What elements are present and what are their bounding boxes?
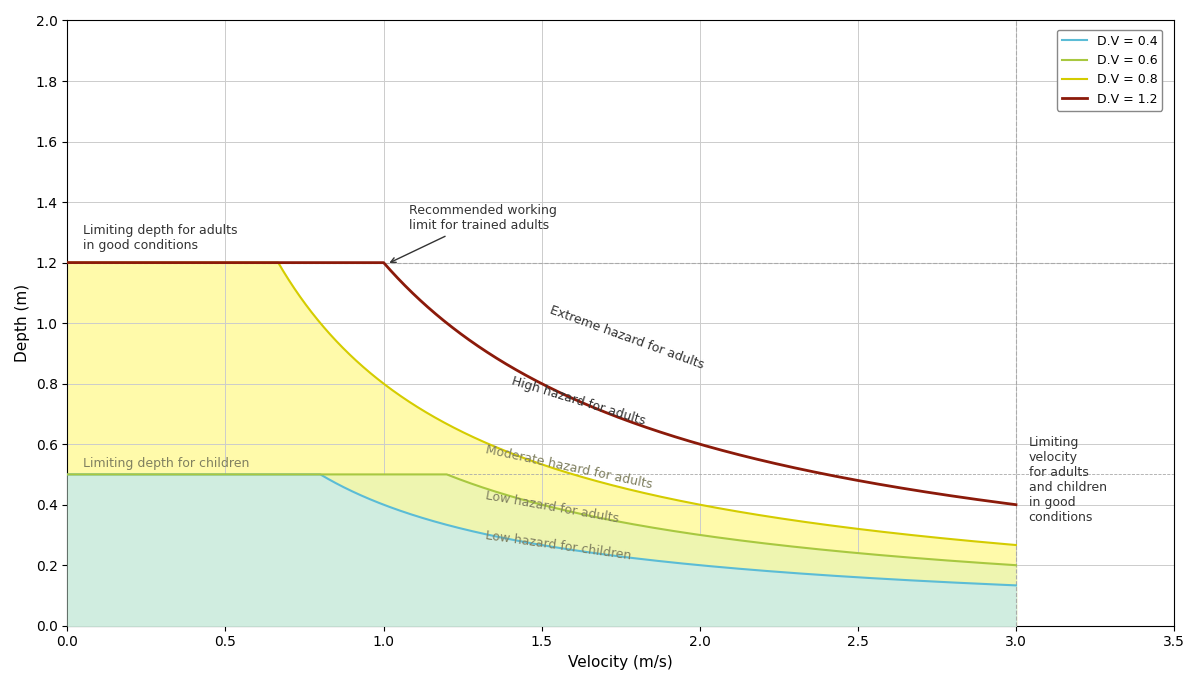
D.V = 1.2 [1009, 501, 1024, 509]
D.V = 0.4 [982, 580, 996, 588]
Y-axis label: Depth (m): Depth (m) [16, 284, 30, 362]
Line: D.V = 0.8: D.V = 0.8 [67, 262, 1016, 545]
D.V = 0.8 [60, 258, 74, 266]
D.V = 1.2 [497, 358, 511, 366]
Text: Limiting depth for children: Limiting depth for children [83, 457, 250, 470]
Text: Limiting
velocity
for adults
and children
in good
conditions: Limiting velocity for adults and childre… [1028, 436, 1106, 525]
D.V = 0.6 [60, 471, 74, 479]
D.V = 0.6 [497, 490, 511, 498]
D.V = 0.8 [522, 456, 536, 464]
Text: Low hazard for adults: Low hazard for adults [485, 490, 620, 526]
D.V = 0.6 [1009, 561, 1024, 569]
D.V = 0.8 [497, 446, 511, 454]
D.V = 0.4 [497, 534, 511, 542]
Text: Limiting depth for adults
in good conditions: Limiting depth for adults in good condit… [83, 224, 238, 252]
Legend: D.V = 0.4, D.V = 0.6, D.V = 0.8, D.V = 1.2: D.V = 0.4, D.V = 0.6, D.V = 0.8, D.V = 1… [1056, 29, 1163, 110]
X-axis label: Velocity (m/s): Velocity (m/s) [569, 655, 673, 670]
Text: Recommended working
limit for trained adults: Recommended working limit for trained ad… [391, 204, 557, 262]
D.V = 0.4 [808, 571, 822, 579]
Text: Low hazard for children: Low hazard for children [485, 529, 632, 562]
D.V = 0.8 [1009, 541, 1024, 549]
Line: D.V = 0.4: D.V = 0.4 [67, 475, 1016, 586]
D.V = 0.4 [1009, 582, 1024, 590]
D.V = 1.2 [808, 468, 822, 476]
Line: D.V = 0.6: D.V = 0.6 [67, 475, 1016, 565]
D.V = 1.2 [980, 497, 995, 505]
D.V = 0.4 [60, 471, 74, 479]
D.V = 0.4 [980, 580, 995, 588]
D.V = 0.8 [980, 538, 995, 547]
D.V = 1.2 [522, 373, 536, 381]
D.V = 0.6 [808, 545, 822, 553]
D.V = 0.8 [109, 258, 124, 266]
D.V = 1.2 [60, 258, 74, 266]
Text: High hazard for adults: High hazard for adults [510, 375, 647, 427]
D.V = 0.4 [109, 471, 124, 479]
Text: Moderate hazard for adults: Moderate hazard for adults [485, 443, 654, 491]
D.V = 0.6 [109, 471, 124, 479]
D.V = 1.2 [109, 258, 124, 266]
D.V = 0.8 [808, 519, 822, 527]
D.V = 0.4 [522, 538, 536, 547]
D.V = 0.6 [982, 559, 996, 567]
D.V = 1.2 [982, 497, 996, 505]
Line: D.V = 1.2: D.V = 1.2 [67, 262, 1016, 505]
D.V = 0.6 [522, 497, 536, 506]
D.V = 0.6 [980, 559, 995, 567]
D.V = 0.8 [982, 538, 996, 547]
Text: Extreme hazard for adults: Extreme hazard for adults [548, 303, 706, 371]
